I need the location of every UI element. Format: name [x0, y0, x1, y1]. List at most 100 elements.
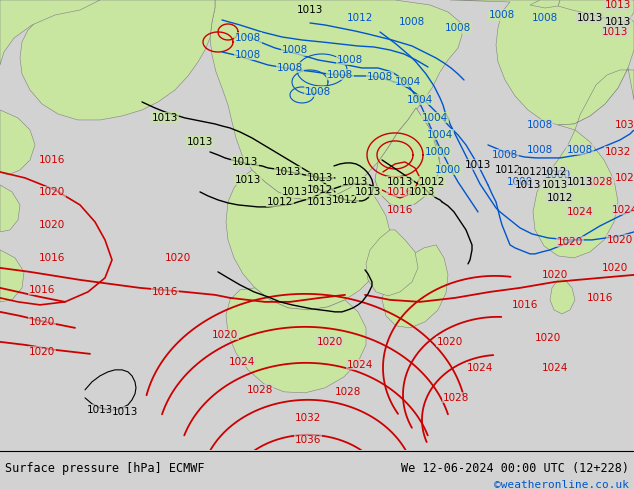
Polygon shape	[366, 230, 418, 296]
Polygon shape	[0, 185, 20, 232]
Text: 1013: 1013	[567, 177, 593, 187]
Text: 1020: 1020	[437, 337, 463, 347]
Text: 1028: 1028	[587, 177, 613, 187]
Text: 1028: 1028	[443, 393, 469, 403]
Text: 1004: 1004	[395, 77, 421, 87]
Text: 1024: 1024	[347, 360, 373, 370]
Polygon shape	[0, 250, 24, 302]
Text: 1008: 1008	[527, 120, 553, 130]
Text: ©weatheronline.co.uk: ©weatheronline.co.uk	[494, 480, 629, 490]
Text: 1020: 1020	[535, 333, 561, 343]
Text: 1013: 1013	[275, 167, 301, 177]
Text: 1012: 1012	[547, 193, 573, 203]
Text: 1016: 1016	[387, 205, 413, 215]
Polygon shape	[375, 108, 440, 208]
Text: 1020: 1020	[602, 263, 628, 273]
Text: 1013: 1013	[232, 157, 258, 167]
Text: 1012: 1012	[347, 13, 373, 23]
Text: 1020: 1020	[165, 253, 191, 263]
Text: 1008: 1008	[282, 45, 308, 55]
Text: 1008: 1008	[235, 50, 261, 60]
Text: 1020: 1020	[39, 187, 65, 197]
Text: 1013: 1013	[307, 197, 333, 207]
Polygon shape	[226, 170, 390, 310]
Polygon shape	[530, 0, 560, 8]
Text: 1012: 1012	[495, 165, 521, 175]
Polygon shape	[210, 0, 462, 200]
Text: 1020: 1020	[607, 235, 633, 245]
Polygon shape	[226, 288, 366, 393]
Text: 1013: 1013	[355, 187, 381, 197]
Text: 1008: 1008	[367, 72, 393, 82]
Text: 1012: 1012	[419, 177, 445, 187]
Text: 1020: 1020	[39, 220, 65, 230]
Text: Surface pressure [hPa] ECMWF: Surface pressure [hPa] ECMWF	[5, 462, 205, 475]
Text: 1008: 1008	[445, 23, 471, 33]
Text: 1013: 1013	[605, 17, 631, 27]
Text: 1028: 1028	[335, 387, 361, 397]
Text: 1000: 1000	[425, 147, 451, 157]
Text: 1000: 1000	[545, 170, 571, 180]
Text: 1008: 1008	[235, 33, 261, 43]
Text: 1020: 1020	[557, 237, 583, 247]
Text: 1004: 1004	[422, 113, 448, 123]
Polygon shape	[20, 0, 215, 120]
Text: 1008: 1008	[305, 87, 331, 97]
Text: 1004: 1004	[427, 130, 453, 140]
Text: 1013: 1013	[297, 5, 323, 15]
Text: 1008: 1008	[327, 70, 353, 80]
Text: 1013: 1013	[152, 113, 178, 123]
Text: 1028: 1028	[615, 173, 634, 183]
Text: 1013: 1013	[409, 187, 435, 197]
Polygon shape	[0, 0, 100, 65]
Text: 1013: 1013	[602, 27, 628, 37]
Text: 1008: 1008	[532, 13, 558, 23]
Text: 1013: 1013	[235, 175, 261, 185]
Text: 1016: 1016	[512, 300, 538, 310]
Polygon shape	[382, 245, 448, 328]
Text: We 12-06-2024 00:00 UTC (12+228): We 12-06-2024 00:00 UTC (12+228)	[401, 462, 629, 475]
Text: 1020: 1020	[542, 270, 568, 280]
Text: 1016: 1016	[39, 155, 65, 165]
Text: 1013: 1013	[187, 137, 213, 147]
Text: 1012: 1012	[332, 195, 358, 205]
Text: 1008: 1008	[277, 63, 303, 73]
Text: 1013: 1013	[515, 180, 541, 190]
Text: 1024: 1024	[542, 363, 568, 373]
Text: 1013: 1013	[112, 407, 138, 417]
Polygon shape	[558, 68, 634, 130]
Text: 1012: 1012	[517, 167, 543, 177]
Text: 1032: 1032	[605, 147, 631, 157]
Text: 1016: 1016	[39, 253, 65, 263]
Text: 1020: 1020	[212, 330, 238, 340]
Text: 1024: 1024	[567, 207, 593, 217]
Text: 1013: 1013	[465, 160, 491, 170]
Text: 1013: 1013	[342, 177, 368, 187]
Text: 1012: 1012	[267, 197, 293, 207]
Polygon shape	[0, 110, 35, 175]
Text: 1012: 1012	[541, 167, 567, 177]
Polygon shape	[558, 0, 634, 22]
Text: 1020: 1020	[317, 337, 343, 347]
Text: 1013: 1013	[542, 180, 568, 190]
Text: 1000: 1000	[507, 177, 533, 187]
Text: 1000: 1000	[435, 165, 461, 175]
Text: 1016: 1016	[387, 187, 413, 197]
Text: 1020: 1020	[29, 347, 55, 357]
Text: 1008: 1008	[337, 55, 363, 65]
Text: 1004: 1004	[407, 95, 433, 105]
Text: 1013: 1013	[87, 405, 113, 415]
Text: 1024: 1024	[467, 363, 493, 373]
Text: 1024: 1024	[229, 357, 256, 367]
Text: 1012: 1012	[307, 185, 333, 195]
Polygon shape	[450, 0, 634, 125]
Polygon shape	[375, 108, 440, 208]
Text: 1036: 1036	[615, 120, 634, 130]
Text: 1008: 1008	[399, 17, 425, 27]
Text: 1008: 1008	[489, 10, 515, 20]
Text: 1024: 1024	[612, 205, 634, 215]
Text: 1013: 1013	[387, 177, 413, 187]
Text: 1016: 1016	[29, 285, 55, 295]
Text: 1020: 1020	[29, 317, 55, 327]
Text: 1013: 1013	[605, 0, 631, 10]
